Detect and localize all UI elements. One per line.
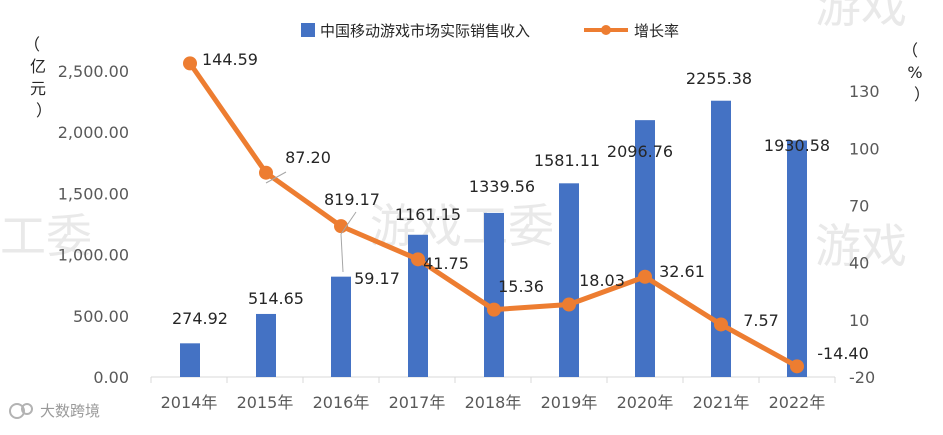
legend-line-label: 增长率: [634, 22, 679, 40]
y-right-tick-label: 10: [849, 311, 869, 330]
line-data-label: -14.40: [817, 344, 869, 363]
line-data-label: 41.75: [423, 254, 469, 273]
bar-data-label: 1339.56: [469, 177, 535, 196]
brand-logo: 大数跨境: [9, 402, 100, 420]
line-data-label: 7.57: [743, 311, 779, 330]
watermark-left: 工委: [0, 209, 92, 263]
x-tick-label: 2014年: [161, 393, 218, 412]
data-labels: 274.92 514.65 819.17 1161.15 1339.56 1581.11 2…: [172, 50, 869, 363]
bar: [180, 343, 200, 377]
watermark-layer: 工委 游戏工委 游戏 游戏: [0, 0, 907, 273]
y-right-tick-label: 40: [849, 254, 869, 273]
y-right-tick-label: 70: [849, 197, 869, 216]
leader-line: [340, 233, 344, 273]
line-series: [183, 56, 804, 374]
line-point: [562, 297, 576, 312]
legend: 中国移动游戏市场实际销售收入 增长率: [301, 22, 679, 40]
bar: [408, 234, 428, 377]
right-unit-percent: %: [907, 63, 922, 82]
y-right-tick-label: -20: [849, 368, 875, 387]
bar-series: [180, 100, 807, 378]
y-left-tick-label: 1,500.00: [58, 184, 129, 203]
y-right-tick-label: 100: [849, 139, 880, 158]
watermark-center: 游戏工委: [370, 199, 554, 253]
bar: [711, 100, 731, 378]
bar-data-label: 2096.76: [607, 142, 673, 161]
right-axis-unit-label: （ % ）: [902, 41, 930, 104]
line-data-label: 144.59: [202, 50, 258, 69]
left-unit-close: ）: [36, 101, 52, 120]
bar: [256, 313, 276, 377]
x-tick-label: 2021年: [693, 393, 750, 412]
bar-data-label: 2255.38: [686, 69, 752, 88]
line-point: [638, 269, 652, 284]
logo-icon: [9, 403, 33, 419]
line-point: [487, 302, 501, 317]
x-tick-label: 2015年: [237, 393, 294, 412]
watermark-right: 游戏: [815, 219, 907, 273]
bar-data-label: 514.65: [248, 289, 304, 308]
bar: [331, 276, 351, 377]
x-tick-label: 2020年: [617, 393, 674, 412]
y-left-tick-label: 2,000.00: [58, 123, 129, 142]
line-data-label: 15.36: [498, 277, 544, 296]
x-tick-label: 2018年: [465, 393, 522, 412]
bar: [484, 212, 504, 377]
y-left-tick-label: 0.00: [93, 368, 129, 387]
x-tick-label: 2019年: [541, 393, 598, 412]
line-data-label: 32.61: [659, 262, 705, 281]
line-point: [790, 359, 804, 374]
bar-data-label: 274.92: [172, 309, 228, 328]
leader-line: [265, 171, 287, 184]
left-unit-yi: 亿: [30, 57, 46, 76]
x-tick-label: 2022年: [769, 393, 826, 412]
x-tick-label: 2016年: [313, 393, 370, 412]
left-unit-yuan: 元: [30, 79, 46, 98]
right-unit-close: ）: [914, 85, 930, 104]
bar-data-label: 1930.58: [764, 136, 830, 155]
logo-text: 大数跨境: [40, 402, 100, 420]
bar-data-label: 1581.11: [534, 151, 600, 170]
y-left-tick-label: 500.00: [73, 307, 129, 326]
line-data-label: 87.20: [285, 148, 331, 167]
legend-bar-swatch: [301, 23, 315, 37]
line-point: [411, 252, 425, 267]
y-right-tick-label: 130: [849, 82, 880, 101]
y-left-tick-label: 2,500.00: [58, 62, 129, 81]
bar-data-label: 1161.15: [395, 205, 461, 224]
line-data-label: 59.17: [354, 269, 400, 288]
bar: [635, 120, 655, 377]
x-tick-label: 2017年: [389, 393, 446, 412]
leader-line: [340, 211, 357, 235]
bar: [787, 140, 807, 377]
legend-line-marker: [601, 25, 611, 35]
line-data-label: 18.03: [579, 271, 625, 290]
bar-data-label: 819.17: [324, 190, 380, 209]
line-point: [183, 56, 197, 71]
line-point: [714, 317, 728, 332]
legend-bar-label: 中国移动游戏市场实际销售收入: [320, 22, 530, 40]
line-point: [259, 165, 273, 180]
left-axis-unit-label: （ 亿 元 ）: [24, 35, 52, 120]
watermark-top-right: 游戏: [815, 0, 907, 33]
y-left-tick-label: 1,000.00: [58, 246, 129, 265]
left-unit-open: （: [24, 35, 40, 54]
right-unit-open: （: [902, 41, 918, 60]
bar: [559, 183, 579, 377]
